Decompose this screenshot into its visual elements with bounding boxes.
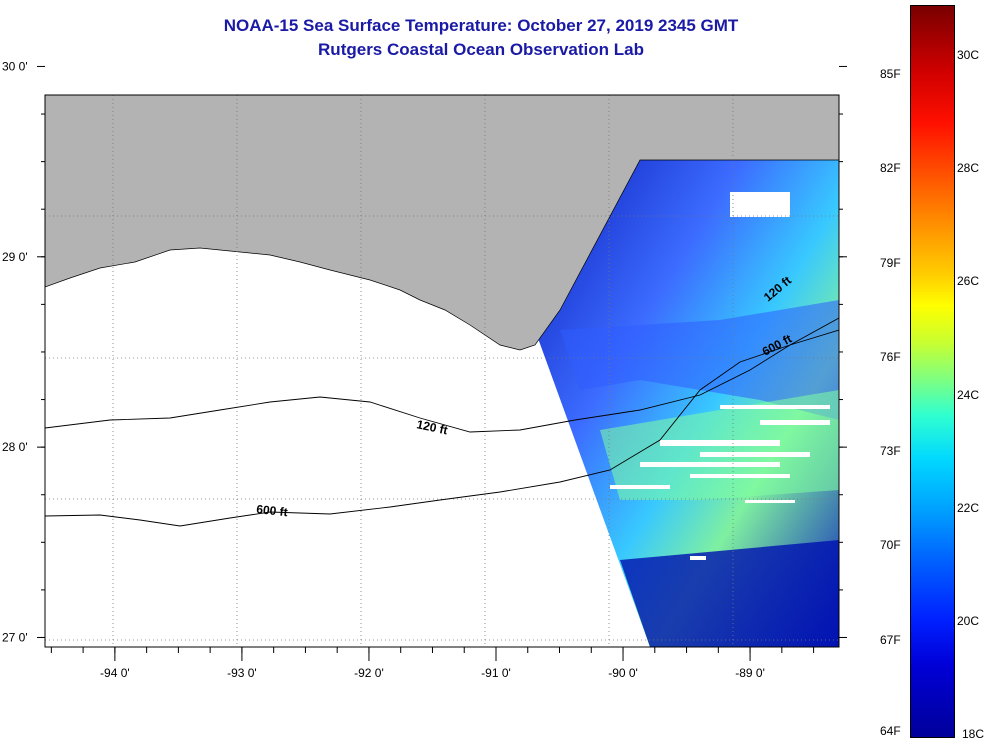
- longitude-ticks: -94 0' -93 0' -92 0' -91 0' -90 0' -89 0': [50, 647, 815, 680]
- lon-tick-label: -92 0': [354, 666, 384, 680]
- sst-swath-cold-south: [620, 540, 839, 647]
- graticule: [45, 95, 839, 647]
- colorbar-c-label: 22C: [957, 501, 980, 515]
- colorbar-f-label: 82F: [880, 161, 901, 176]
- cloud-gaps: [610, 192, 830, 560]
- contour-label-600-west: 600 ft: [256, 502, 289, 519]
- lon-tick-label: -89 0': [735, 666, 765, 680]
- contour-label-120-west: 120 ft: [415, 417, 449, 437]
- sst-map: 120 ft 600 ft 120 ft 600 ft -94 0' -93 0'…: [2, 59, 847, 680]
- lon-tick-label: -93 0': [227, 666, 257, 680]
- lon-tick-label: -90 0': [608, 666, 638, 680]
- sst-swath-blue-band: [560, 300, 839, 420]
- isobath-120ft: [45, 317, 839, 433]
- colorbar-c-label: 18C: [962, 727, 985, 741]
- chart-subtitle: Rutgers Coastal Ocean Observation Lab: [318, 40, 644, 59]
- colorbar-c-label: 26C: [957, 274, 980, 288]
- colorbar-f-label: 73F: [880, 444, 901, 459]
- colorbar-f-label: 64F: [880, 724, 901, 738]
- colorbar-c-label: 28C: [957, 161, 980, 175]
- colorbar-f-label: 85F: [880, 67, 901, 81]
- colorbar-c-label: 30C: [957, 48, 980, 62]
- lat-tick-label: 28 0': [2, 440, 28, 454]
- lat-tick-label: 30 0': [2, 59, 28, 73]
- colorbar-c-label: 24C: [957, 388, 980, 402]
- chart-title: NOAA-15 Sea Surface Temperature: October…: [223, 16, 739, 35]
- lat-tick-label: 29 0': [2, 250, 28, 264]
- colorbar-f-label: 70F: [880, 538, 901, 553]
- map-frame: [44, 94, 840, 648]
- lon-tick-label: -94 0': [100, 666, 130, 680]
- colorbar-f-label: 76F: [880, 349, 901, 364]
- temperature-colorbar: [910, 5, 955, 738]
- land-mass: [45, 95, 839, 351]
- latitude-ticks: 30 0' 29 0' 28 0' 27 0': [2, 59, 847, 644]
- colorbar-c-label: 20C: [957, 614, 980, 628]
- isobath-600ft: [45, 329, 839, 527]
- colorbar-f-label: 79F: [880, 255, 901, 270]
- lat-tick-label: 27 0': [2, 630, 28, 644]
- colorbar-f-label: 67F: [880, 632, 901, 647]
- lon-tick-label: -91 0': [481, 666, 511, 680]
